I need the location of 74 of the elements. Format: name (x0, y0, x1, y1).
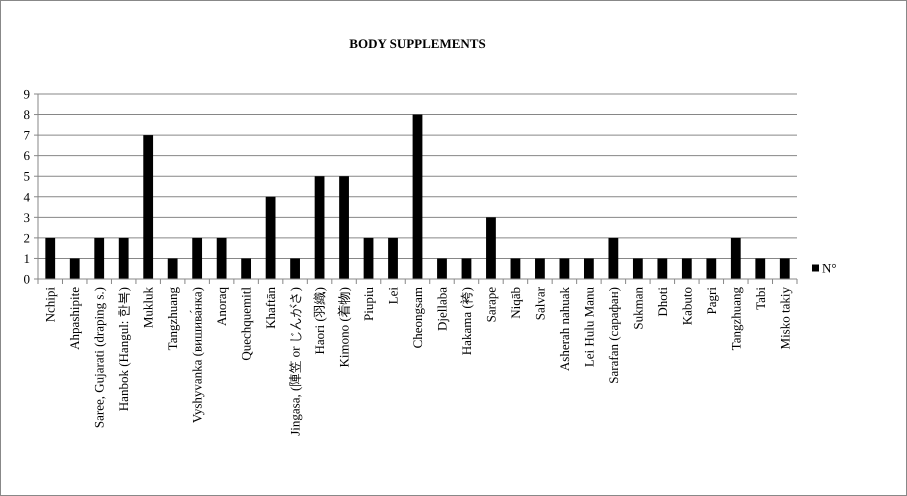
y-tick-label: 8 (24, 107, 30, 122)
bar (780, 258, 790, 279)
bar (584, 258, 594, 279)
x-tick-label: Sukman (630, 286, 646, 330)
bar (486, 217, 496, 279)
x-tick-label: Djellaba (434, 286, 450, 332)
bar (266, 196, 276, 279)
bar (168, 258, 178, 279)
x-tick-label: Tabi (752, 286, 768, 310)
x-tick-label: Anoraq (214, 286, 230, 326)
bar (510, 258, 520, 279)
y-tick-label: 6 (24, 148, 30, 164)
x-tick-label: Misko takiy (777, 286, 792, 350)
bar (560, 258, 570, 279)
bar (657, 258, 668, 279)
x-tick-label: Nchipi (42, 286, 58, 322)
y-tick-label: 9 (24, 86, 30, 102)
bar (192, 238, 202, 279)
x-tick-label: Asherah nahuak (556, 286, 572, 372)
bar (94, 238, 104, 279)
bar (70, 258, 80, 279)
x-tick-label: Jingasa, (陣笠 or じんがさ) (288, 287, 303, 436)
x-tick-label: Niqāb (508, 287, 523, 319)
y-tick-label: 3 (24, 210, 30, 225)
x-tick-label: Dhoti (654, 286, 670, 317)
x-tick-label: Quechquemitl (238, 286, 254, 361)
y-tick-label: 2 (24, 230, 30, 246)
x-tick-label: Salvar (532, 286, 548, 320)
bar (462, 258, 472, 279)
x-tick-label: Saree, Gujarati (draping s.) (92, 287, 107, 428)
x-tick-label: Mukluk (140, 286, 156, 328)
bar (118, 238, 129, 279)
bar (216, 238, 227, 279)
x-tick-label: Ahpashipite (67, 286, 82, 350)
bar (143, 135, 154, 279)
x-tick-label: Pagri (704, 286, 719, 314)
x-tick-label: Khaftān (263, 286, 278, 329)
chart-title: BODY SUPPLEMENTS (349, 36, 486, 51)
legend-label: N° (822, 260, 837, 276)
x-tick-label: Hakama (袴) (458, 287, 474, 356)
bar (437, 258, 447, 279)
x-tick-label: Cheongsam (410, 287, 425, 348)
x-tick-label: Sarape (483, 286, 498, 322)
x-tick-label: Haori (羽織) (312, 287, 328, 355)
bar (632, 258, 643, 279)
y-tick-label: 0 (24, 272, 30, 286)
bar (755, 258, 766, 279)
y-tick-label: 1 (24, 250, 30, 266)
bar (45, 238, 56, 279)
x-tick-label: Tangzhuang (728, 286, 744, 350)
x-tick-label: Lei (386, 286, 401, 304)
bar (339, 176, 349, 279)
x-tick-label: Piupiu (361, 286, 376, 321)
bar (706, 258, 716, 279)
bar (608, 238, 618, 279)
bar (290, 258, 300, 279)
bar (682, 258, 692, 279)
y-tick-label: 7 (24, 128, 30, 143)
bar (241, 258, 252, 279)
x-tick-label: Hanbok (Hangul: 한복) (116, 287, 132, 412)
x-tick-label: Tangzhuang (165, 286, 180, 350)
bar (535, 258, 545, 279)
y-tick-label: 4 (24, 189, 30, 204)
x-tick-label: Kimono (着物) (336, 287, 352, 368)
x-tick-label: Lei Hulu Manu (581, 286, 596, 368)
bar (364, 238, 374, 279)
bar (730, 238, 741, 279)
bar (314, 176, 324, 279)
x-tick-label: Sarafan (сарафан) (606, 287, 621, 384)
bar (388, 238, 398, 279)
x-tick-label: Kabuto (679, 287, 694, 326)
bar (412, 114, 422, 279)
y-tick-label: 5 (24, 168, 30, 184)
x-tick-label: Vyshyvanka (вишива́нка) (190, 287, 205, 424)
